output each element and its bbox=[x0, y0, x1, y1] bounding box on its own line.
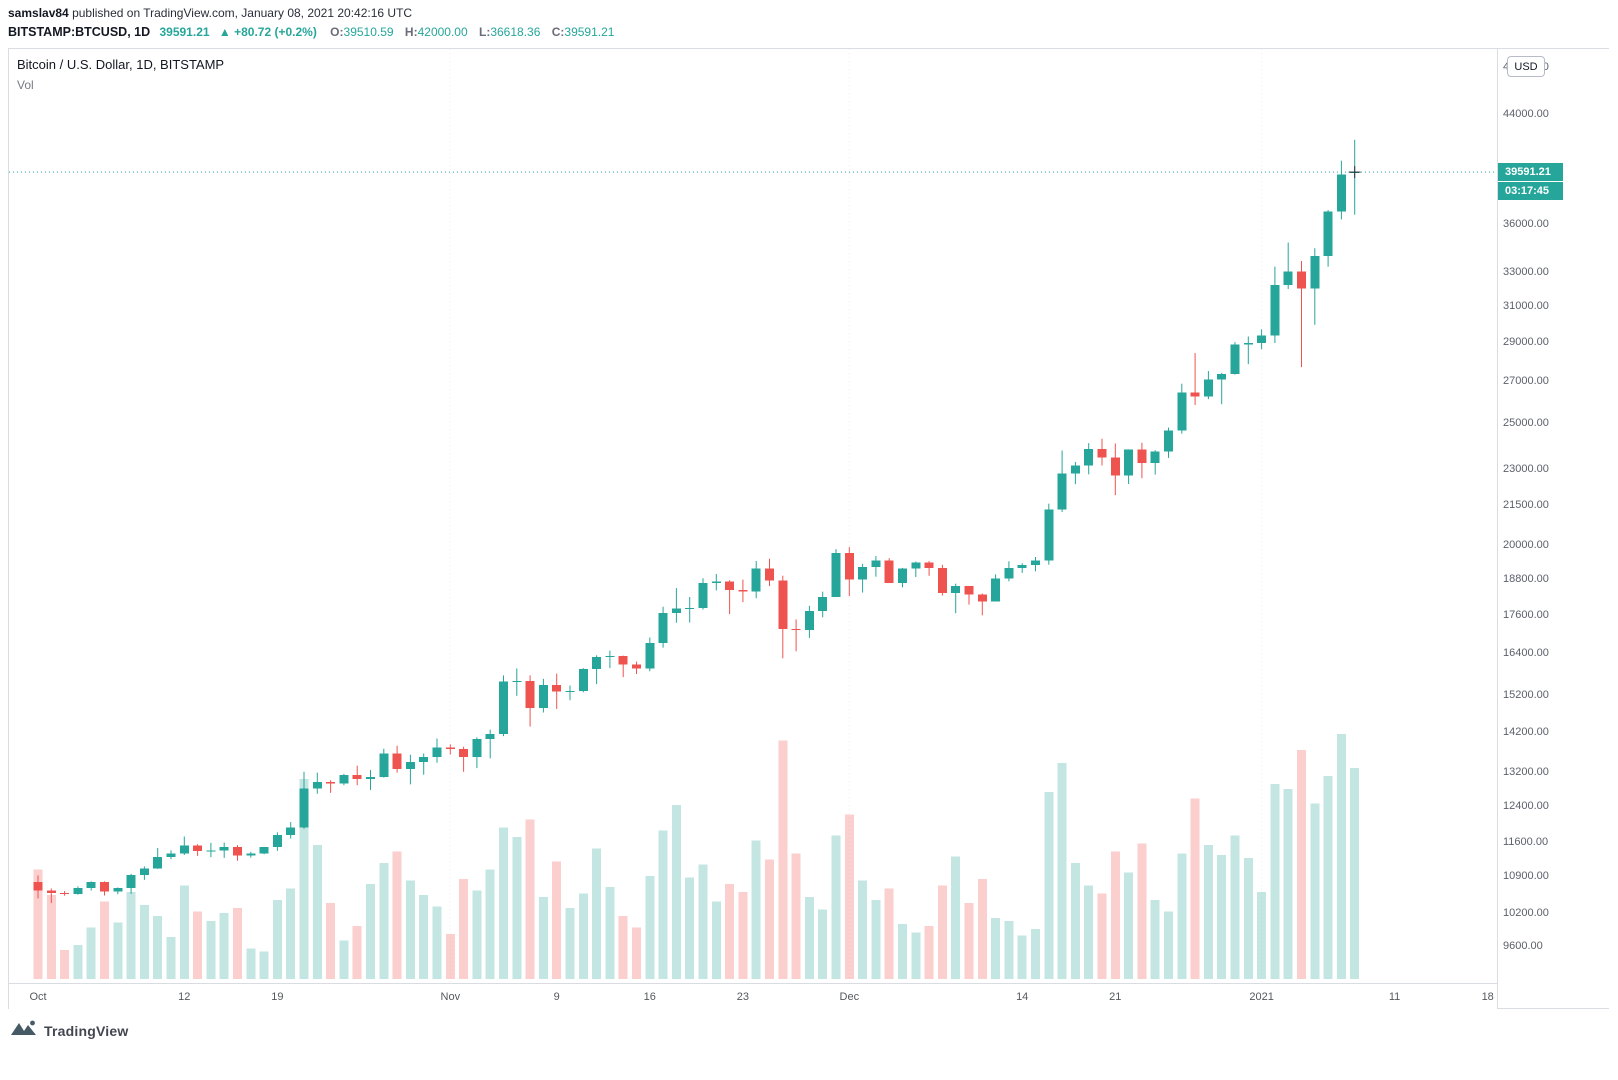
close-value: 39591.21 bbox=[564, 25, 615, 39]
price-tick-label: 15200.00 bbox=[1503, 688, 1549, 701]
volume-series bbox=[33, 734, 1360, 979]
price-tick-label: 25000.00 bbox=[1503, 417, 1549, 430]
price-tick-label: 10900.00 bbox=[1503, 870, 1549, 883]
price-tick-label: 29000.00 bbox=[1503, 336, 1549, 349]
publish-info: samslav84 published on TradingView.com, … bbox=[8, 6, 622, 20]
close-label: C: bbox=[551, 25, 565, 39]
time-tick-label: 19 bbox=[271, 991, 284, 1003]
legend-symbol-title[interactable]: Bitcoin / U.S. Dollar, 1D, BITSTAMP bbox=[17, 57, 225, 72]
price-tick-label: 12400.00 bbox=[1503, 799, 1549, 812]
last-price-badge: 39591.21 bbox=[1498, 163, 1563, 182]
symbol-name[interactable]: BITSTAMP:BTCUSD, 1D bbox=[8, 25, 151, 39]
time-tick-label: 14 bbox=[1016, 991, 1029, 1003]
time-tick-label: 2021 bbox=[1249, 991, 1274, 1003]
price-tick-label: 21500.00 bbox=[1503, 499, 1549, 512]
price-tick-label: 20000.00 bbox=[1503, 538, 1549, 551]
high-value: 42000.00 bbox=[417, 25, 468, 39]
tradingview-logo-icon[interactable] bbox=[10, 1019, 38, 1042]
time-axis[interactable]: Oct 12 19 Nov 9 16 23 Dec 14 21 2021 11 18 bbox=[9, 983, 1497, 1010]
time-tick-label: Dec bbox=[839, 991, 860, 1003]
time-tick-label: 18 bbox=[1481, 991, 1494, 1003]
ohlc-open: O:39510.59 bbox=[330, 25, 393, 39]
time-tick-label: 9 bbox=[553, 991, 560, 1003]
footer: TradingView bbox=[10, 1019, 128, 1042]
chart-frame: Bitcoin / U.S. Dollar, 1D, BITSTAMP Vol … bbox=[8, 48, 1609, 1010]
price-tick-label: 27000.00 bbox=[1503, 375, 1549, 388]
ohlc-high: H:42000.00 bbox=[405, 25, 468, 39]
price-tick-label: 10200.00 bbox=[1503, 906, 1549, 919]
author-name[interactable]: samslav84 bbox=[8, 6, 69, 20]
time-tick-label: 16 bbox=[643, 991, 656, 1003]
candlestick-svg[interactable] bbox=[9, 49, 1497, 983]
open-value: 39510.59 bbox=[343, 25, 394, 39]
price-tick-label: 13200.00 bbox=[1503, 765, 1549, 778]
price-axis[interactable]: USD 39591.21 03:17:45 48000.0044000.0036… bbox=[1497, 49, 1609, 1008]
time-tick-label: Nov bbox=[440, 991, 461, 1003]
price-tick-label: 14200.00 bbox=[1503, 725, 1549, 738]
price-change: ▲ +80.72 (+0.2%) bbox=[218, 25, 317, 39]
month-grid-lines bbox=[449, 49, 1263, 983]
time-tick-label: 12 bbox=[178, 991, 191, 1003]
currency-toggle-button[interactable]: USD bbox=[1507, 56, 1545, 77]
price-tick-label: 17600.00 bbox=[1503, 608, 1549, 621]
bar-countdown-badge: 03:17:45 bbox=[1498, 182, 1563, 201]
time-tick-label: 21 bbox=[1109, 991, 1122, 1003]
legend-volume-label[interactable]: Vol bbox=[17, 78, 34, 92]
ohlc-low: L:36618.36 bbox=[479, 25, 540, 39]
candle-series bbox=[33, 139, 1360, 904]
low-label: L: bbox=[479, 25, 491, 39]
price-tick-label: 33000.00 bbox=[1503, 265, 1549, 278]
price-tick-label: 36000.00 bbox=[1503, 218, 1549, 230]
header: samslav84 published on TradingView.com, … bbox=[8, 6, 622, 39]
time-tick-label: Oct bbox=[29, 991, 47, 1003]
open-label: O: bbox=[330, 25, 344, 39]
price-tick-label: 9600.00 bbox=[1503, 939, 1543, 952]
price-tick-label: 44000.00 bbox=[1503, 108, 1549, 121]
high-label: H: bbox=[404, 25, 418, 39]
last-price-marker bbox=[1348, 166, 1361, 179]
tradingview-brand[interactable]: TradingView bbox=[44, 1022, 129, 1039]
publish-text: published on TradingView.com, January 08… bbox=[68, 6, 413, 20]
price-tick-label: 16400.00 bbox=[1503, 647, 1549, 660]
price-tick-label: 31000.00 bbox=[1503, 299, 1549, 312]
price-tick-label: 23000.00 bbox=[1503, 462, 1549, 475]
time-tick-label: 23 bbox=[736, 991, 750, 1003]
chart-legend: Bitcoin / U.S. Dollar, 1D, BITSTAMP Vol bbox=[17, 57, 224, 92]
last-price-value: 39591.21 bbox=[159, 25, 210, 39]
ohlc-close: C:39591.21 bbox=[552, 25, 615, 39]
price-tick-label: 11600.00 bbox=[1503, 836, 1549, 849]
symbol-info-bar: BITSTAMP:BTCUSD, 1D 39591.21 ▲ +80.72 (+… bbox=[8, 25, 622, 39]
price-chart-pane[interactable]: Bitcoin / U.S. Dollar, 1D, BITSTAMP Vol bbox=[9, 49, 1497, 983]
price-tick-label: 18800.00 bbox=[1503, 572, 1549, 585]
time-tick-label: 11 bbox=[1388, 991, 1401, 1003]
low-value: 36618.36 bbox=[490, 25, 541, 39]
